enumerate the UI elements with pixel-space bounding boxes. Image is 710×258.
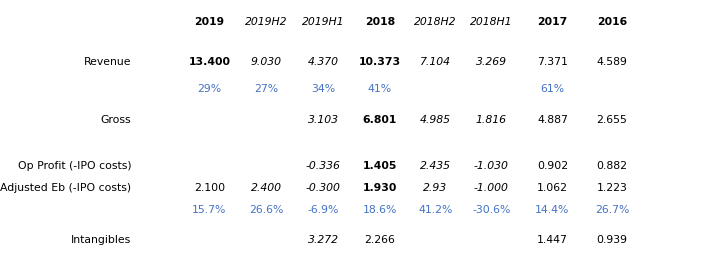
- Text: 4.589: 4.589: [596, 57, 628, 67]
- Text: 13.400: 13.400: [188, 57, 231, 67]
- Text: 0.882: 0.882: [596, 162, 628, 171]
- Text: 26.7%: 26.7%: [595, 205, 629, 215]
- Text: Adjusted Eb (-IPO costs): Adjusted Eb (-IPO costs): [0, 183, 131, 193]
- Text: Intangibles: Intangibles: [71, 235, 131, 245]
- Text: 29%: 29%: [197, 84, 222, 94]
- Text: 4.985: 4.985: [420, 115, 451, 125]
- Text: 1.930: 1.930: [363, 183, 397, 193]
- Text: 2018H2: 2018H2: [414, 17, 457, 27]
- Text: 61%: 61%: [540, 84, 564, 94]
- Text: 9.030: 9.030: [251, 57, 282, 67]
- Text: 2.400: 2.400: [251, 183, 282, 193]
- Text: 2016: 2016: [597, 17, 627, 27]
- Text: Revenue: Revenue: [84, 57, 131, 67]
- Text: 4.370: 4.370: [307, 57, 339, 67]
- Text: -30.6%: -30.6%: [472, 205, 510, 215]
- Text: 2.93: 2.93: [423, 183, 447, 193]
- Text: 2.266: 2.266: [364, 235, 395, 245]
- Text: 2019H2: 2019H2: [245, 17, 288, 27]
- Text: 10.373: 10.373: [359, 57, 401, 67]
- Text: 26.6%: 26.6%: [249, 205, 283, 215]
- Text: 34%: 34%: [311, 84, 335, 94]
- Text: 41.2%: 41.2%: [418, 205, 452, 215]
- Text: 18.6%: 18.6%: [363, 205, 397, 215]
- Text: 1.816: 1.816: [476, 115, 507, 125]
- Text: 2.655: 2.655: [596, 115, 628, 125]
- Text: 2018: 2018: [365, 17, 395, 27]
- Text: 4.887: 4.887: [537, 115, 568, 125]
- Text: 7.104: 7.104: [420, 57, 451, 67]
- Text: 2.100: 2.100: [194, 183, 225, 193]
- Text: 6.801: 6.801: [363, 115, 397, 125]
- Text: 41%: 41%: [368, 84, 392, 94]
- Text: 0.902: 0.902: [537, 162, 568, 171]
- Text: 7.371: 7.371: [537, 57, 568, 67]
- Text: 1.223: 1.223: [596, 183, 628, 193]
- Text: 15.7%: 15.7%: [192, 205, 226, 215]
- Text: -6.9%: -6.9%: [307, 205, 339, 215]
- Text: Op Profit (-IPO costs): Op Profit (-IPO costs): [18, 162, 131, 171]
- Text: 2018H1: 2018H1: [470, 17, 513, 27]
- Text: -1.030: -1.030: [474, 162, 509, 171]
- Text: 1.447: 1.447: [537, 235, 568, 245]
- Text: 2.435: 2.435: [420, 162, 451, 171]
- Text: 2017: 2017: [537, 17, 567, 27]
- Text: 3.272: 3.272: [307, 235, 339, 245]
- Text: -0.336: -0.336: [305, 162, 341, 171]
- Text: 2019: 2019: [195, 17, 224, 27]
- Text: 3.269: 3.269: [476, 57, 507, 67]
- Text: 1.062: 1.062: [537, 183, 568, 193]
- Text: 27%: 27%: [254, 84, 278, 94]
- Text: 1.405: 1.405: [363, 162, 397, 171]
- Text: 2019H1: 2019H1: [302, 17, 344, 27]
- Text: -1.000: -1.000: [474, 183, 509, 193]
- Text: 0.939: 0.939: [596, 235, 628, 245]
- Text: Gross: Gross: [101, 115, 131, 125]
- Text: -0.300: -0.300: [305, 183, 341, 193]
- Text: 3.103: 3.103: [307, 115, 339, 125]
- Text: 14.4%: 14.4%: [535, 205, 569, 215]
